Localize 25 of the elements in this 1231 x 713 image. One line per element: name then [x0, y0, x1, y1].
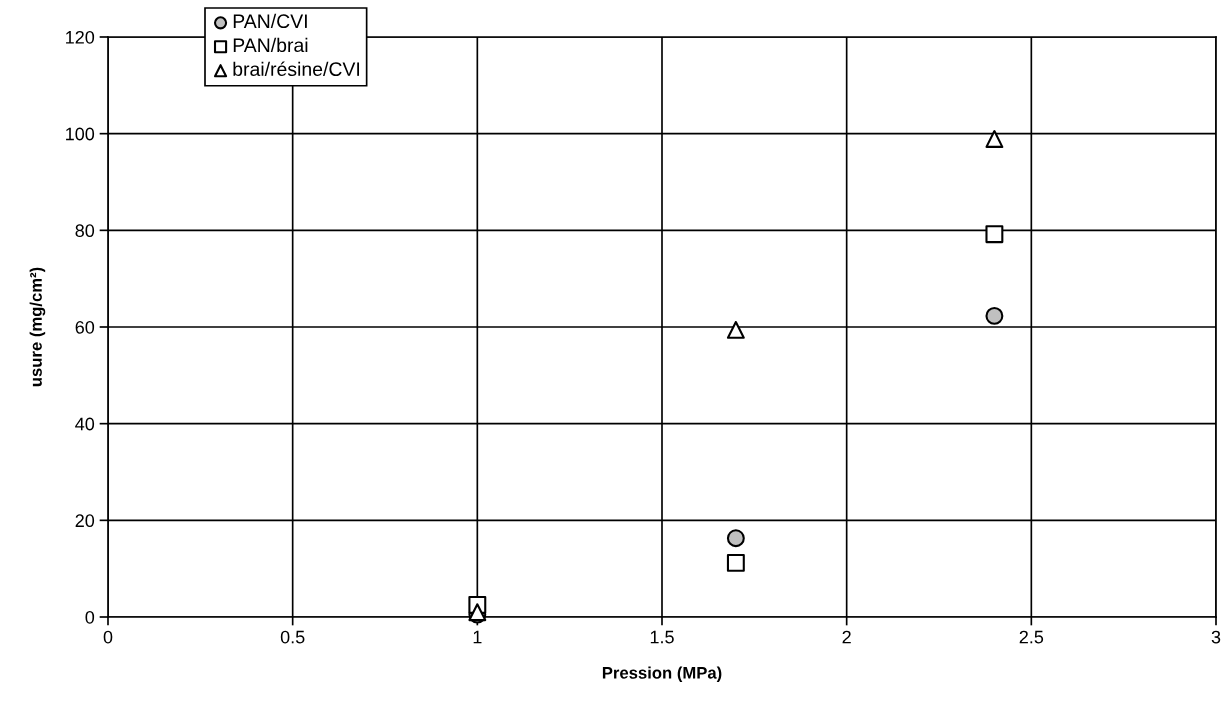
- legend-label: brai/résine/CVI: [233, 61, 360, 77]
- y-tick-label: 40: [75, 417, 95, 431]
- y-tick-label: 100: [66, 127, 95, 141]
- x-axis-title: Pression (MPa): [602, 666, 722, 683]
- point: [726, 529, 745, 548]
- y-tick-label: 20: [75, 514, 95, 528]
- y-axis-title: usure (mg/cm²): [29, 267, 46, 387]
- point: [985, 130, 1004, 148]
- y-tick-label: 120: [66, 30, 95, 44]
- point: [726, 320, 745, 339]
- x-tick-label: 3: [1211, 630, 1221, 644]
- point: [726, 553, 745, 572]
- y-tick-label: 0: [85, 610, 95, 624]
- point: [985, 225, 1004, 244]
- legend-label: PAN/CVI: [233, 13, 307, 29]
- y-tick-label: 60: [75, 320, 95, 334]
- x-tick-label: 0: [103, 630, 113, 644]
- x-tick-label: 2.5: [1019, 630, 1044, 644]
- x-tick-label: 0.5: [280, 630, 305, 644]
- y-tick-label: 80: [75, 224, 95, 238]
- legend-label: PAN/brai: [233, 37, 308, 53]
- x-tick-label: 1: [473, 630, 482, 644]
- x-tick-label: 2: [842, 630, 851, 644]
- x-tick-label: 1.5: [650, 630, 674, 644]
- point: [985, 306, 1004, 325]
